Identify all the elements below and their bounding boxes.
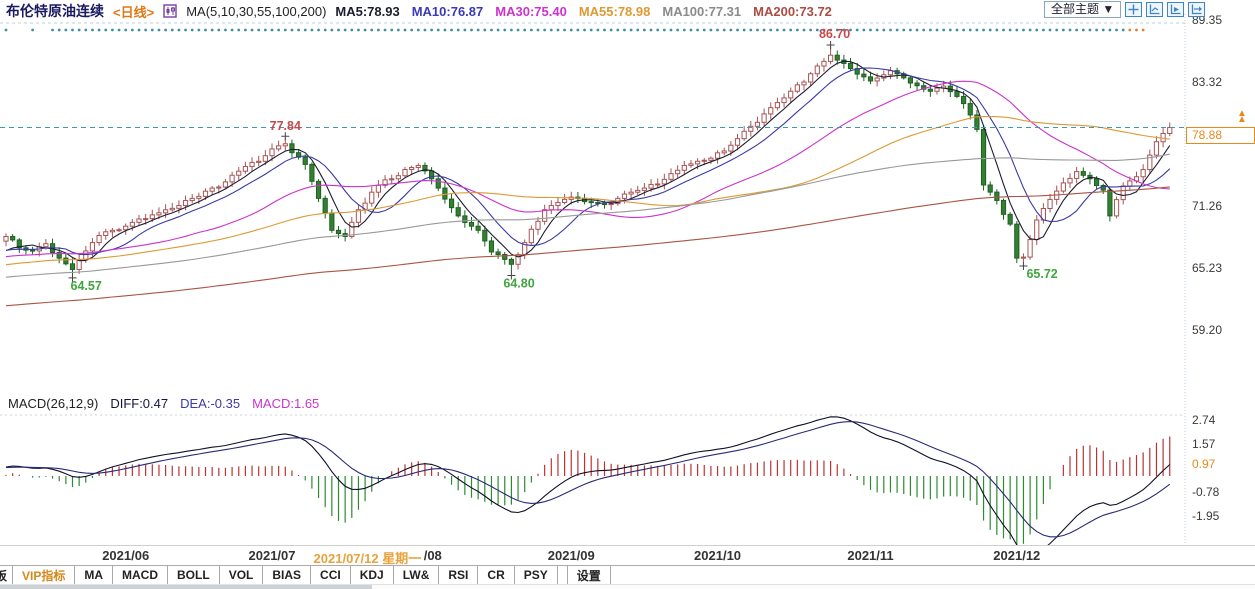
extreme-marker-icon <box>68 273 77 282</box>
price-axis-tick: 59.20 <box>1192 323 1223 338</box>
period-badge[interactable]: <日线> <box>113 4 155 20</box>
ma10-line <box>5 67 1171 256</box>
crosshair-icon[interactable] <box>1125 2 1143 17</box>
extreme-price-label: 86.70 <box>819 27 850 41</box>
ma-value-label: MA200:73.72 <box>753 3 832 19</box>
theme-dropdown-button[interactable]: 全部主题 ▼ <box>1044 1 1122 18</box>
extreme-marker-icon <box>281 132 290 141</box>
x-axis-month-label: 2021/10 <box>694 548 742 563</box>
current-price-label: 78.88 <box>1186 127 1255 144</box>
dea-line <box>5 421 1171 538</box>
tab-kdj[interactable]: KDJ <box>351 566 394 584</box>
candles-layer <box>3 46 1173 275</box>
crosshair-date-label: 2021/07/12 星期一 <box>310 548 425 567</box>
ma55-line <box>5 116 1170 266</box>
instrument-title: 布伦特原油连续 <box>6 3 104 19</box>
tab-vol[interactable]: VOL <box>220 566 264 584</box>
x-axis-month-label: 2021/12 <box>993 548 1041 563</box>
scrollbar-thumb[interactable] <box>0 585 372 589</box>
ma30-line <box>5 80 1170 258</box>
macd-axis-tick: -0.78 <box>1192 484 1220 499</box>
extreme-marker-icon <box>1019 262 1028 271</box>
macd-axis-tick: 1.57 <box>1192 436 1216 451</box>
chart-type-icon[interactable] <box>163 4 177 18</box>
tab-settings[interactable]: 设置 <box>566 566 611 584</box>
tab-boll[interactable]: BOLL <box>168 566 220 584</box>
tab-psy[interactable]: PSY <box>515 566 558 584</box>
macd-params-label: MACD(26,12,9) <box>8 396 99 411</box>
ma5-line <box>5 60 1171 262</box>
tab-cr[interactable]: CR <box>478 566 515 584</box>
tab-macd[interactable]: MACD <box>113 566 169 584</box>
x-axis-month-label: 2021/07 <box>248 548 296 563</box>
tab-cci[interactable]: CCI <box>311 566 351 584</box>
macd-current-label: 0.97 <box>1192 456 1216 471</box>
tab-vip-[interactable]: VIP指标 <box>13 566 76 584</box>
macd-axis-tick: -1.95 <box>1192 508 1220 523</box>
ma-values-row: MA5:78.93 MA10:76.87 MA30:75.40 MA55:78.98 M… <box>335 4 832 19</box>
tab-bias[interactable]: BIAS <box>263 566 312 584</box>
extreme-price-label: 65.72 <box>1026 267 1057 281</box>
x-axis-month-label: 2021/11 <box>847 548 894 563</box>
macd-axis-tick: 2.74 <box>1192 412 1216 427</box>
ma-value-label: MA30:75.40 <box>495 3 567 19</box>
extreme-price-label: 64.80 <box>503 277 534 291</box>
diff-value: DIFF:0.47 <box>110 396 169 411</box>
diff-line <box>5 416 1171 556</box>
chart-play-icon[interactable] <box>1167 2 1185 17</box>
extreme-price-label: 77.84 <box>270 119 301 133</box>
ma-value-label: MA55:78.98 <box>578 3 651 19</box>
date-axis: 2021/062021/072021/082021/092021/102021/… <box>0 545 1255 567</box>
price-axis-tick: 65.23 <box>1192 261 1223 276</box>
ma200-line <box>5 186 1170 307</box>
tab-rsi[interactable]: RSI <box>439 566 479 584</box>
tab-lw-[interactable]: LW& <box>394 566 440 584</box>
indicator-toolbar: 板 VIP指标MAMACDBOLLVOLBIASCCIKDJLW&RSICRPS… <box>0 565 1255 584</box>
x-axis-month-label: 2021/09 <box>547 548 595 563</box>
ma100-line <box>5 153 1170 278</box>
extreme-price-label: 64.57 <box>71 279 102 293</box>
chart-controls: 全部主题 ▼ <box>1044 1 1206 18</box>
macd-header: MACD(26,12,9) DIFF:0.47 DEA:-0.35 MACD:1… <box>8 396 319 411</box>
ma-value-label: MA10:76.87 <box>411 3 484 19</box>
ma-value-label: MA5:78.93 <box>335 3 400 19</box>
dea-value: DEA:-0.35 <box>180 396 241 411</box>
ma-value-label: MA100:77.31 <box>662 3 742 19</box>
macd-histogram <box>5 436 1171 545</box>
tab-clipped-left[interactable]: 板 <box>0 566 13 584</box>
tab-ma[interactable]: MA <box>75 566 114 584</box>
chart-header: 布伦特原油连续 <日线> MA(5,10,30,55,100,200) MA5:… <box>0 0 832 22</box>
horizontal-scrollbar[interactable] <box>0 584 1255 589</box>
price-axis-tick: 83.32 <box>1192 74 1223 89</box>
extreme-marker-icon <box>507 271 516 280</box>
price-up-arrows-icon: ▲ ▲ <box>1237 108 1247 125</box>
price-axis-tick: 71.26 <box>1192 199 1223 213</box>
macd-value: MACD:1.65 <box>252 396 320 411</box>
chart-export-icon[interactable] <box>1188 2 1206 17</box>
ma-settings-label: MA(5,10,30,55,100,200) <box>186 3 327 19</box>
extreme-marker-icon <box>826 40 835 49</box>
x-axis-month-label: 2021/06 <box>102 548 150 563</box>
axes-scale-icon[interactable] <box>1146 2 1164 17</box>
